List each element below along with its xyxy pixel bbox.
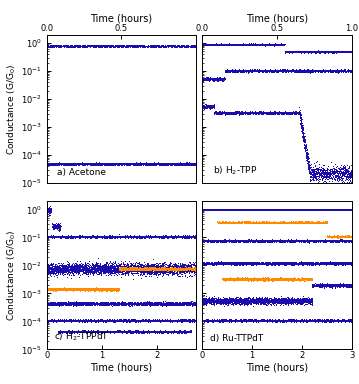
Text: c) H$_2$-TPPdT: c) H$_2$-TPPdT	[54, 331, 109, 344]
X-axis label: Time (hours): Time (hours)	[90, 362, 153, 372]
Text: b) H$_2$-TPP: b) H$_2$-TPP	[213, 165, 257, 177]
X-axis label: Time (hours): Time (hours)	[246, 13, 308, 23]
X-axis label: Time (hours): Time (hours)	[90, 13, 153, 23]
Y-axis label: Conductance (G/G$_0$): Conductance (G/G$_0$)	[5, 63, 18, 155]
Text: d) Ru-TTPdT: d) Ru-TTPdT	[210, 334, 263, 344]
Text: a) Acetone: a) Acetone	[57, 168, 106, 177]
Y-axis label: Conductance (G/G$_0$): Conductance (G/G$_0$)	[5, 229, 18, 321]
X-axis label: Time (hours): Time (hours)	[246, 362, 308, 372]
